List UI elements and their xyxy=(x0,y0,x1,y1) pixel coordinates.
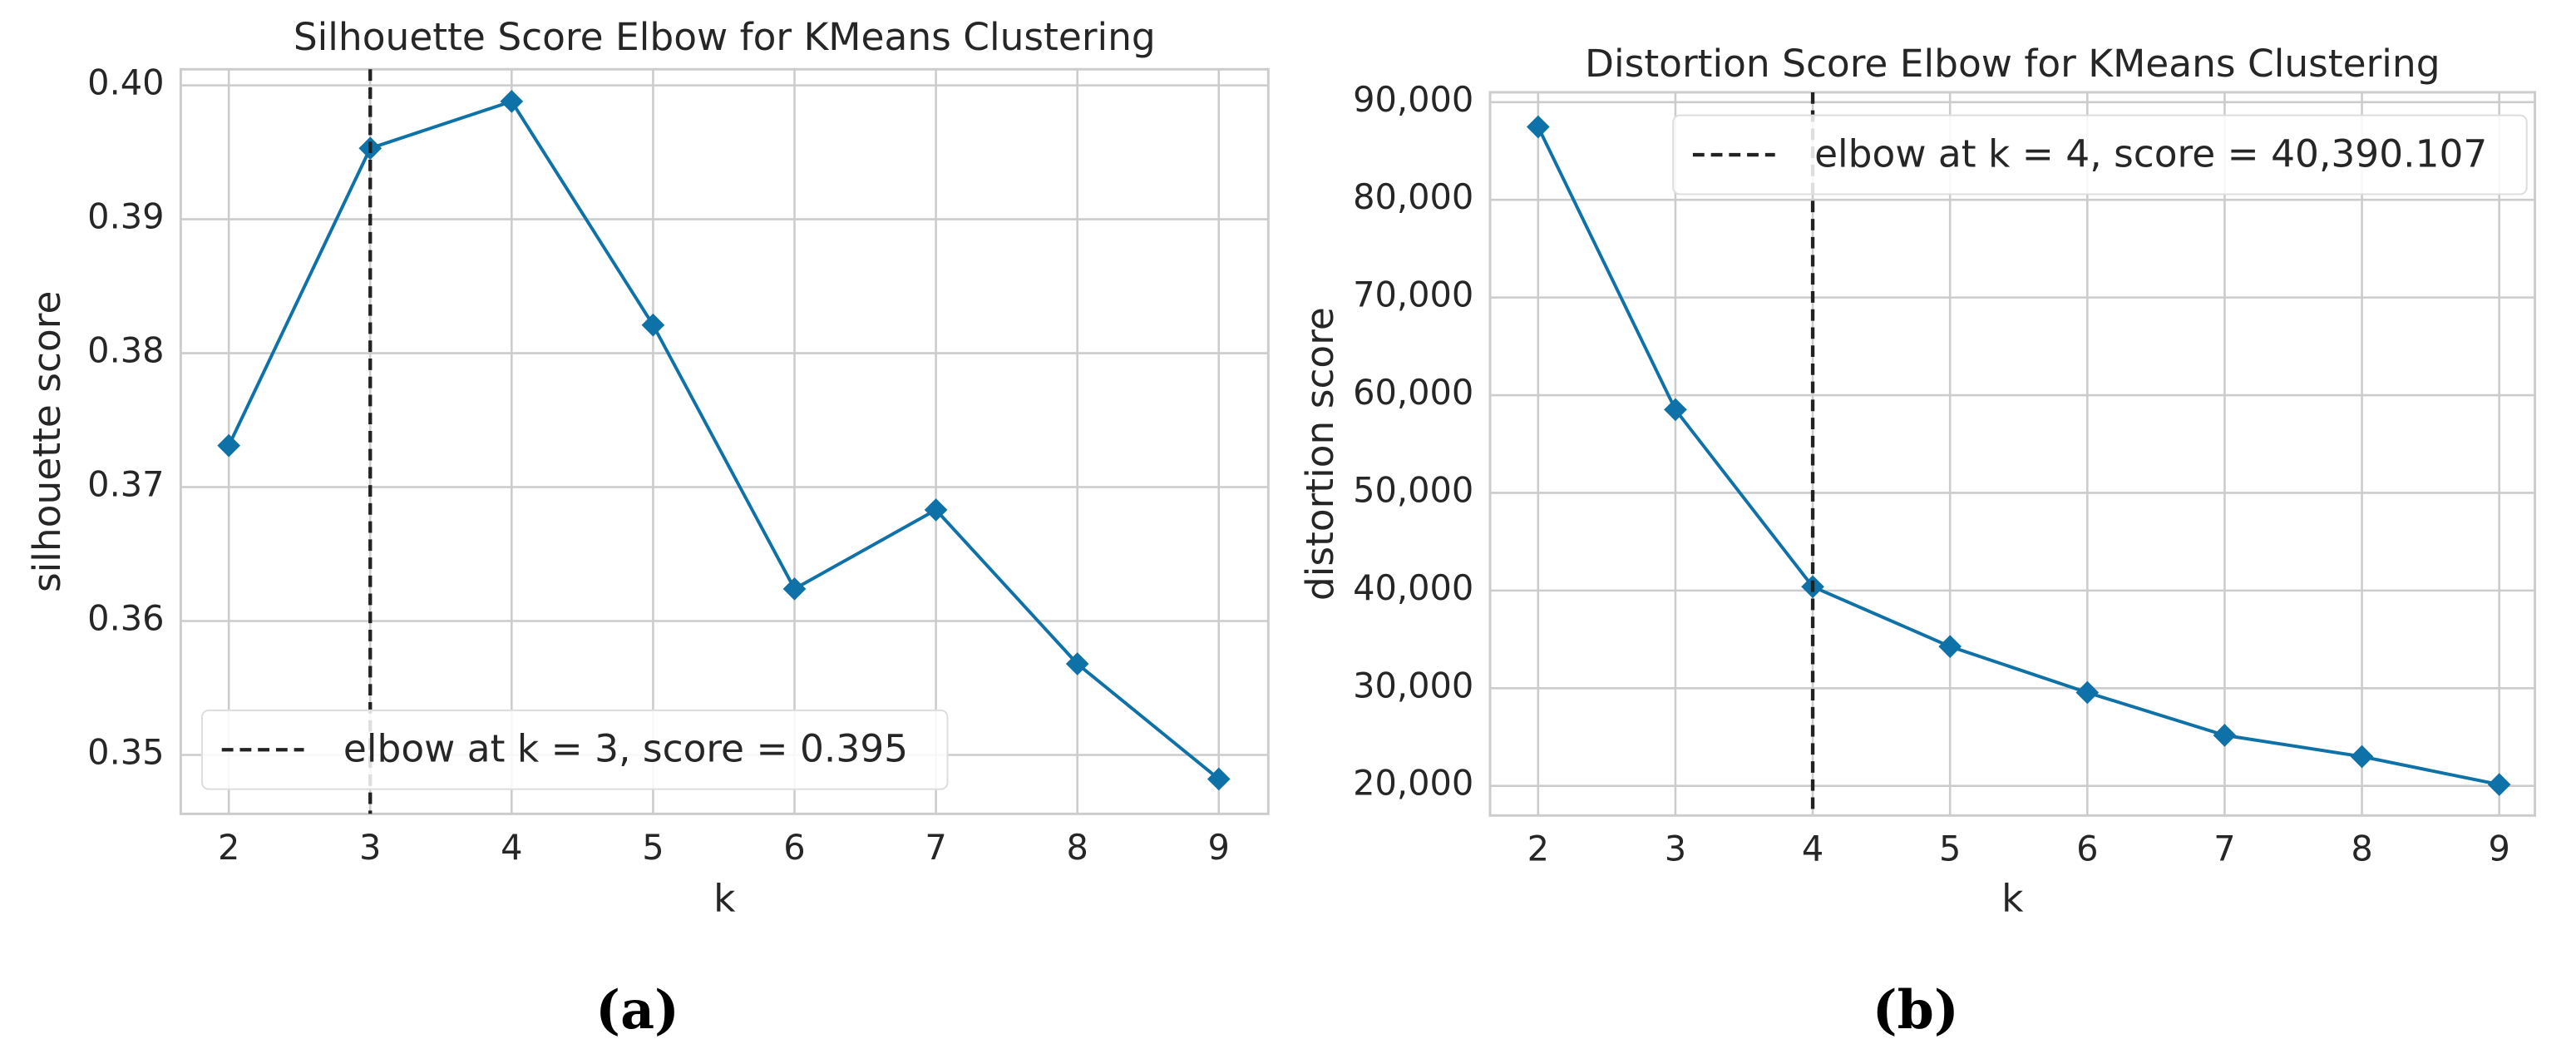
legend-label: elbow at k = 4, score = 40,390.107 xyxy=(1814,132,2487,176)
legend-box xyxy=(201,709,949,790)
x-tick-label: 2 xyxy=(1527,829,1549,869)
caption: (a) xyxy=(595,979,679,1041)
y-tick-label: 0.39 xyxy=(87,196,164,237)
x-tick-label: 4 xyxy=(1802,829,1823,869)
x-tick-label: 6 xyxy=(2076,829,2098,869)
marker xyxy=(641,313,665,337)
series-line xyxy=(1537,126,2500,786)
x-tick-label: 7 xyxy=(2213,829,2235,869)
x-tick-label: 8 xyxy=(1066,827,1088,868)
legend-label: elbow at k = 3, score = 0.395 xyxy=(343,727,908,771)
y-tick-label: 0.38 xyxy=(87,330,164,371)
marker xyxy=(217,433,240,458)
y-tick-label: 60,000 xyxy=(1353,372,1473,413)
x-tick-label: 5 xyxy=(1939,829,1961,869)
x-tick-label: 5 xyxy=(642,827,664,868)
y-tick-label: 50,000 xyxy=(1353,469,1473,510)
y-tick-label: 70,000 xyxy=(1353,275,1473,315)
x-tick-label: 4 xyxy=(501,827,522,868)
y-tick-label: 0.35 xyxy=(87,731,164,772)
y-tick-label: 40,000 xyxy=(1353,567,1473,608)
series-line xyxy=(227,99,1221,780)
legend-box xyxy=(1672,114,2528,195)
caption: (b) xyxy=(1873,979,1959,1041)
y-tick-label: 20,000 xyxy=(1353,763,1473,804)
chart: 20,000 30,000 40,000 50,000 60,000 70,000 80,0… xyxy=(1298,42,2537,1041)
y-tick-label: 90,000 xyxy=(1353,79,1473,120)
x-tick-label: 7 xyxy=(925,827,946,868)
legend: elbow at k = 3, score = 0.395 xyxy=(201,709,949,790)
y-tick-label: 0.40 xyxy=(87,62,164,103)
chart: 0.35 0.36 0.37 0.38 0.39 0.40 2 3 4 5 6 7 8 9 elbow at… xyxy=(25,15,1270,1041)
x-axis-label: k xyxy=(713,877,736,921)
y-tick-label: 0.37 xyxy=(87,464,164,505)
y-tick-label: 0.36 xyxy=(87,598,164,639)
marker xyxy=(2487,773,2511,796)
y-tick-label: 30,000 xyxy=(1353,665,1473,705)
y-tick-label: 80,000 xyxy=(1353,176,1473,217)
chart-title: Silhouette Score Elbow for KMeans Cluste… xyxy=(294,15,1156,59)
x-tick-label: 6 xyxy=(783,827,805,868)
plot-area xyxy=(1488,91,2537,817)
x-tick-label: 3 xyxy=(1665,829,1686,869)
x-tick-label: 3 xyxy=(359,827,381,868)
y-axis-label: silhouette score xyxy=(25,291,69,592)
plot-area xyxy=(179,67,1270,815)
x-tick-label: 8 xyxy=(2351,829,2372,869)
chart-title: Distortion Score Elbow for KMeans Cluste… xyxy=(1585,42,2440,86)
marker xyxy=(782,577,807,601)
marker xyxy=(1207,767,1231,791)
marker xyxy=(1938,635,1962,658)
x-tick-label: 2 xyxy=(218,827,239,868)
y-axis-label: distortion score xyxy=(1298,307,1342,601)
x-tick-label: 9 xyxy=(2488,829,2509,869)
x-axis-label: k xyxy=(2001,877,2024,921)
x-tick-label: 9 xyxy=(1208,827,1230,868)
marker xyxy=(1526,115,1550,139)
legend: elbow at k = 4, score = 40,390.107 xyxy=(1672,114,2528,195)
